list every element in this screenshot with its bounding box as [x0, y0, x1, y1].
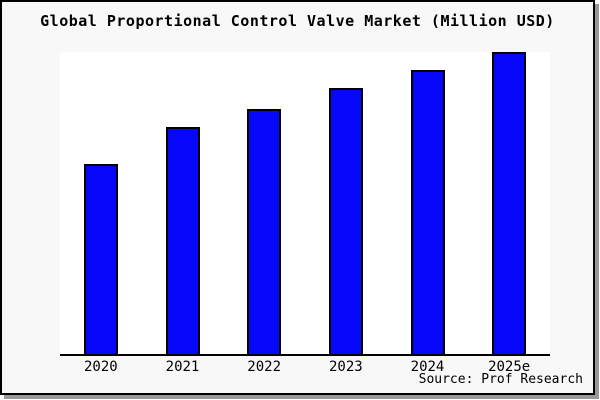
bar-2024 — [410, 70, 445, 354]
x-tick-label-2020: 2020 — [83, 359, 118, 375]
x-tick-label-2021: 2021 — [165, 359, 200, 375]
plot-area — [60, 52, 550, 356]
bar-2021 — [165, 127, 200, 354]
bar-2022 — [247, 109, 282, 354]
chart-frame: Global Proportional Control Valve Market… — [0, 0, 595, 395]
x-tick-label-2023: 2023 — [328, 359, 363, 375]
bar-2023 — [328, 88, 363, 354]
chart-title: Global Proportional Control Valve Market… — [40, 12, 555, 30]
x-tick-label-2024: 2024 — [410, 359, 445, 375]
x-tick-label-2022: 2022 — [247, 359, 282, 375]
x-tick-label-2025e: 2025e — [488, 359, 531, 375]
x-axis-labels: 2020 2021 2022 2023 2024 2025e — [60, 359, 550, 377]
bar-2020 — [83, 164, 118, 354]
source-credit: Source: Prof Research — [418, 372, 583, 387]
bar-2025e — [492, 52, 527, 354]
